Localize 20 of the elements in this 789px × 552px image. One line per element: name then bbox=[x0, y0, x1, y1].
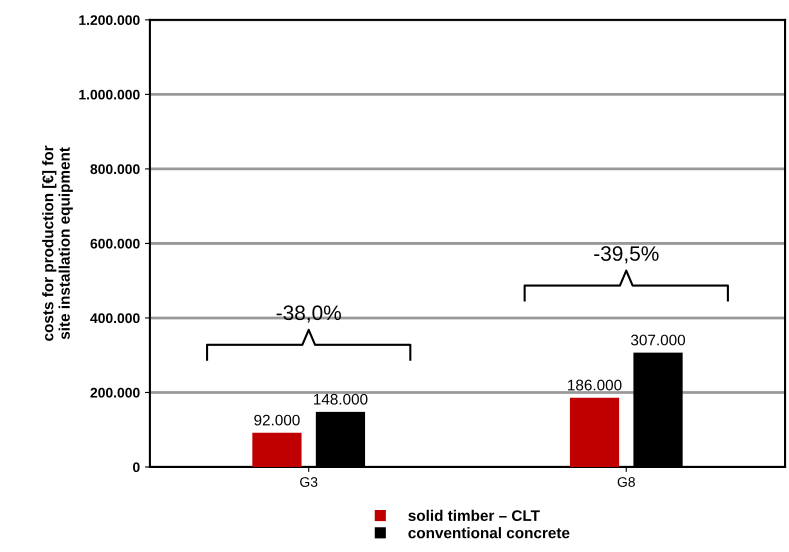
data-label: 148.000 bbox=[314, 394, 368, 405]
annotation: -39,5% bbox=[594, 246, 659, 264]
y-tick-label: 600.000 bbox=[90, 238, 140, 249]
bar bbox=[252, 432, 302, 467]
data-label: 186.000 bbox=[568, 380, 622, 390]
legend-label: solid timber – CLT bbox=[408, 510, 540, 522]
y-tick-label: 200.000 bbox=[90, 388, 140, 398]
x-tick-label: G3 bbox=[300, 477, 318, 487]
y-tick-label: 800.000 bbox=[90, 164, 140, 174]
bar bbox=[570, 398, 620, 467]
y-tick-label: 1.200.000 bbox=[79, 15, 140, 26]
y-tick-label: 400.000 bbox=[90, 313, 140, 324]
annotation: -38,0% bbox=[276, 305, 341, 323]
y-tick-label: 1.000.000 bbox=[79, 90, 140, 100]
y-tick-label: 0 bbox=[133, 462, 140, 472]
legend-label: conventional concrete bbox=[408, 527, 570, 538]
data-label: 92.000 bbox=[254, 414, 300, 426]
data-label: 307.000 bbox=[631, 334, 686, 346]
y-axis-title: costs for production [€] for site installation equipment bbox=[42, 146, 73, 341]
x-tick-label: G8 bbox=[618, 477, 635, 487]
